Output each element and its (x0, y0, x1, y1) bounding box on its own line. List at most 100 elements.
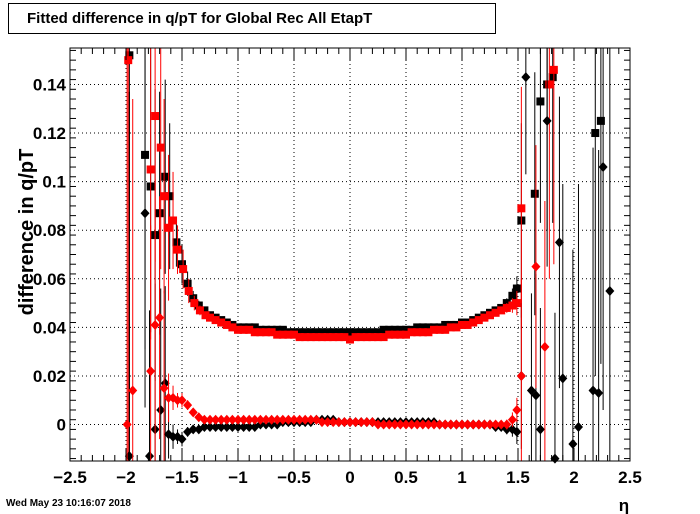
data-point-diamond (334, 417, 344, 428)
data-point-diamond (328, 417, 338, 428)
data-point-diamond (540, 341, 550, 352)
data-point-square (222, 320, 231, 329)
data-point-square (323, 328, 332, 337)
data-point-diamond (457, 419, 467, 430)
y-tick-label: 0.06 (33, 270, 66, 289)
data-point-square (379, 325, 388, 334)
data-point-square (245, 325, 254, 334)
data-point-diamond (496, 419, 506, 430)
data-point-square (452, 323, 461, 332)
data-point-square (217, 318, 226, 327)
data-point-diamond (222, 414, 232, 425)
y-axis-title: difference in q/pT (16, 149, 38, 316)
data-point-diamond (418, 419, 428, 430)
data-point-square (418, 323, 427, 332)
data-point-square (390, 330, 399, 339)
data-point-diamond (222, 421, 232, 432)
data-point-diamond (140, 208, 150, 219)
data-point-square (374, 328, 382, 337)
data-point-diamond (507, 414, 517, 425)
data-point-square (351, 333, 360, 342)
data-point-square (530, 189, 539, 198)
data-point-diamond (255, 414, 265, 425)
data-point-square (362, 328, 371, 337)
data-point-diamond (423, 419, 433, 430)
data-point-square (278, 325, 287, 334)
data-point-diamond (491, 419, 501, 430)
data-point-diamond (177, 434, 187, 445)
data-point-diamond (146, 366, 156, 377)
data-point-square (334, 328, 343, 337)
y-tick-label: 0 (57, 416, 66, 435)
data-point-square (164, 223, 173, 232)
data-point-square (430, 325, 438, 334)
data-point-square (346, 328, 354, 337)
data-point-square (351, 328, 360, 337)
y-tick-label: 0.02 (33, 367, 66, 386)
data-point-square (463, 320, 472, 329)
data-point-diamond (199, 421, 209, 432)
data-point-diamond (451, 419, 461, 430)
data-point-square (536, 97, 545, 106)
data-point-square (151, 112, 160, 121)
data-point-square (446, 323, 455, 332)
data-point-square (156, 143, 165, 152)
x-tick-label: 1 (457, 468, 466, 487)
data-point-diamond (594, 387, 604, 398)
data-point-square (284, 330, 293, 339)
chart-title: Fitted difference in q/pT for Global Rec… (27, 10, 373, 27)
data-point-square (194, 301, 203, 310)
data-point-square (173, 245, 182, 254)
data-point-square (184, 286, 193, 295)
data-point-diamond (468, 419, 478, 430)
data-point-square (396, 330, 405, 339)
data-point-diamond (568, 438, 578, 449)
data-point-square (368, 333, 377, 342)
data-point-diamond (295, 414, 305, 425)
data-point-square (256, 328, 265, 337)
data-point-diamond (512, 426, 522, 437)
data-point-square (146, 165, 155, 174)
data-point-diamond (573, 421, 583, 432)
data-point-square (165, 192, 174, 201)
data-point-square (508, 291, 517, 300)
data-point-square (374, 333, 382, 342)
data-point-diamond (479, 419, 489, 430)
data-point-square (424, 328, 433, 337)
data-point-square (545, 80, 554, 89)
data-point-diamond (512, 404, 522, 415)
data-point-square (312, 328, 321, 337)
data-point-square (491, 308, 500, 317)
grid (70, 48, 630, 461)
data-point-square (239, 325, 248, 334)
x-axis-title: η (619, 496, 629, 514)
data-marks (122, 48, 615, 464)
x-tick-label: 2 (569, 468, 578, 487)
data-point-square (290, 330, 298, 339)
data-point-square (228, 323, 237, 332)
x-tick-label: −2 (116, 468, 135, 487)
data-point-square (201, 311, 210, 320)
data-point-diamond (211, 421, 221, 432)
data-point-square (318, 328, 326, 337)
data-point-diamond (323, 417, 333, 428)
data-point-diamond (521, 72, 531, 83)
data-point-diamond (272, 414, 282, 425)
data-point-square (172, 238, 181, 247)
data-point-diamond (605, 285, 615, 296)
data-point-square (591, 129, 600, 138)
data-point-diamond (435, 419, 445, 430)
data-point-diamond (159, 383, 169, 394)
data-point-square (346, 335, 354, 344)
data-point-square (357, 328, 366, 337)
x-tick-label: 0.5 (394, 468, 418, 487)
data-point-square (179, 265, 188, 274)
data-point-square (183, 279, 192, 288)
data-point-square (273, 330, 282, 339)
data-point-diamond (446, 419, 456, 430)
data-point-square (125, 51, 134, 60)
data-point-diamond (300, 414, 310, 425)
data-point-square (211, 316, 220, 325)
data-point-diamond (233, 414, 243, 425)
data-point-diamond (289, 414, 299, 425)
